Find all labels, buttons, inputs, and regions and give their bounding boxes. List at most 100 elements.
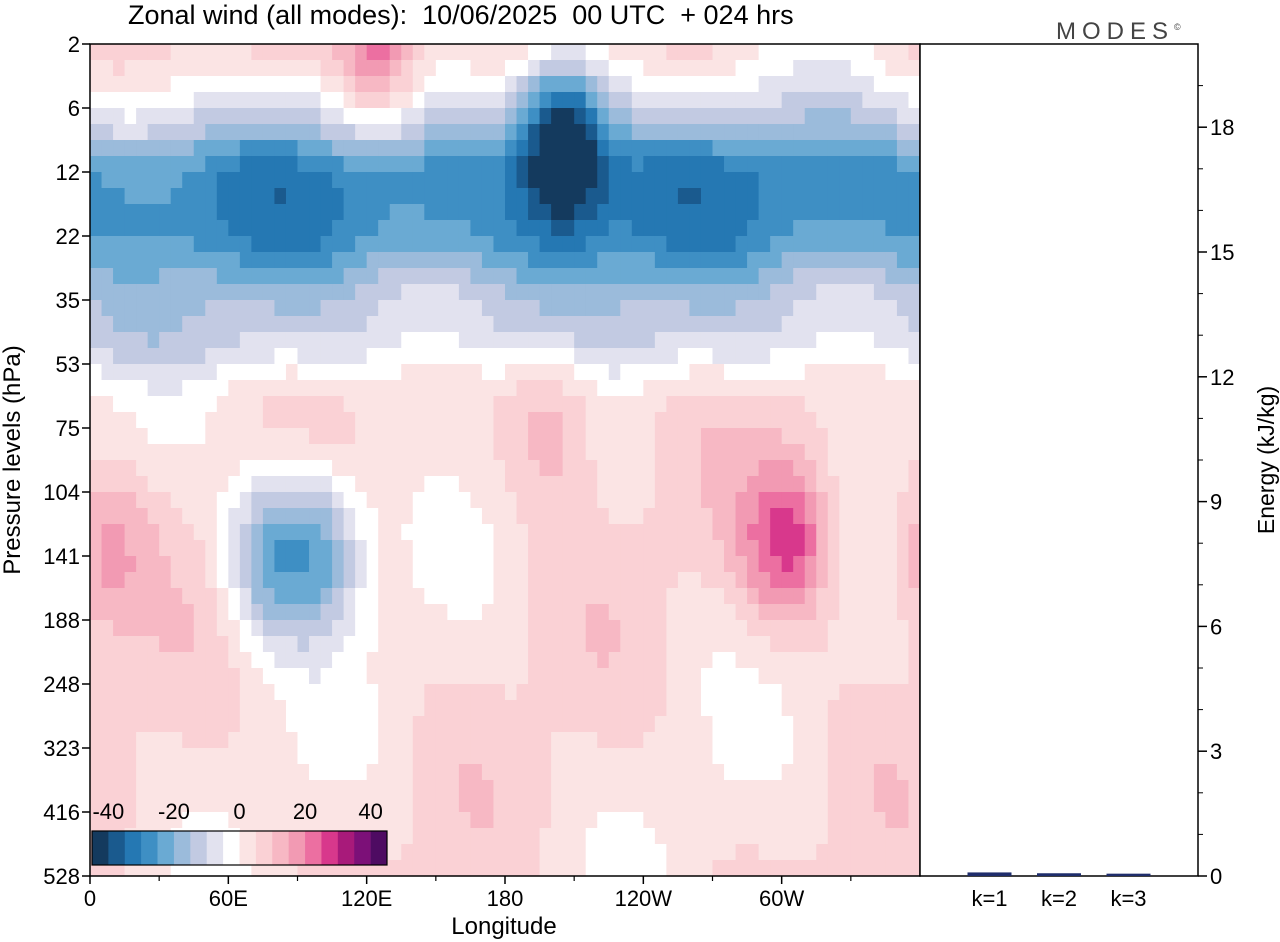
heatmap-cell [643,332,656,349]
heatmap-cell [712,844,725,861]
heatmap-cell [182,76,195,93]
heatmap-cell [885,156,898,173]
heatmap-cell [205,380,218,397]
heatmap-cell [597,540,610,557]
heatmap-cell [585,620,598,637]
heatmap-cell [666,412,679,429]
heatmap-cell [435,620,448,637]
heatmap-cell [458,300,472,317]
heatmap-cell [113,364,126,381]
heatmap-cell [274,156,287,173]
heatmap-cell [412,172,425,189]
heatmap-cell [585,300,598,317]
heatmap-cell [170,300,183,317]
heatmap-cell [539,60,552,77]
heatmap-cell [827,332,840,349]
heatmap-cell [378,140,391,157]
heatmap-cell [159,812,172,829]
heatmap-cell [608,620,621,637]
heatmap-cell [804,268,817,285]
heatmap-cell [274,396,287,413]
heatmap-cell [205,812,218,829]
heatmap-cell [147,188,160,205]
heatmap-cell [885,124,898,141]
heatmap-cell [839,700,852,717]
heatmap-cell [435,156,448,173]
heatmap-cell [228,220,241,237]
heatmap-cell [631,364,644,381]
heatmap-cell [862,428,875,445]
heatmap-cell [700,300,714,317]
heatmap-cell [205,508,218,525]
heatmap-cell [585,364,598,381]
heatmap-cell [712,700,725,717]
heatmap-cell [447,604,460,621]
heatmap-cell [781,348,794,365]
heatmap-cell [896,108,910,125]
heatmap-cell [193,92,206,109]
heatmap-cell [597,684,610,701]
heatmap-cell [343,524,356,541]
heatmap-cell [516,252,529,269]
heatmap-cell [700,860,714,877]
heatmap-cell [528,188,541,205]
x-axis-label: Longitude [451,913,556,940]
heatmap-cell [574,316,587,333]
heatmap-cell [378,652,391,669]
heatmap-cell [816,620,829,637]
heatmap-cell [654,204,667,221]
heatmap-cell [896,92,910,109]
heatmap-cell [781,556,794,573]
heatmap-cell [781,524,794,541]
heatmap-cell [170,476,183,493]
heatmap-cell [435,748,448,765]
heatmap-cell [677,412,691,429]
heatmap-cell [804,364,817,381]
heatmap-cell [735,412,748,429]
heatmap-cell [631,476,644,493]
heatmap-cell [90,92,103,109]
heatmap-cell [285,108,299,125]
heatmap-cell [793,492,806,509]
heatmap-cell [343,476,356,493]
heatmap-cell [228,684,241,701]
heatmap-cell [793,252,806,269]
heatmap-cell [873,620,887,637]
heatmap-cell [516,332,529,349]
heatmap-cell [136,396,149,413]
heatmap-cell [355,636,368,653]
heatmap-cell [654,716,667,733]
heatmap-cell [343,668,356,685]
heatmap-cell [735,684,748,701]
heatmap-cell [816,684,829,701]
heatmap-cell [896,860,910,877]
heatmap-cell [539,204,552,221]
heatmap-cell [297,268,310,285]
heatmap-cell [332,684,345,701]
heatmap-cell [793,412,806,429]
heatmap-cell [562,188,575,205]
heatmap-cell [677,284,691,301]
heatmap-cell [827,76,840,93]
heatmap-cell [205,124,218,141]
heatmap-cell [631,540,644,557]
heatmap-cell [378,444,391,461]
heatmap-cell [274,140,287,157]
heatmap-cell [124,668,137,685]
heatmap-cell [424,460,437,477]
heatmap-cell [262,812,276,829]
heatmap-cell [758,716,771,733]
heatmap-cell [412,140,425,157]
heatmap-cell [885,316,898,333]
heatmap-cell [239,748,252,765]
heatmap-cell [608,476,621,493]
heatmap-cell [747,412,760,429]
heatmap-cell [643,236,656,253]
heatmap-cell [631,716,644,733]
heatmap-cell [435,604,448,621]
heatmap-cell [781,860,794,877]
heatmap-cell [839,716,852,733]
heatmap-cell [424,492,437,509]
heatmap-cell [666,460,679,477]
heatmap-cell [758,444,771,461]
